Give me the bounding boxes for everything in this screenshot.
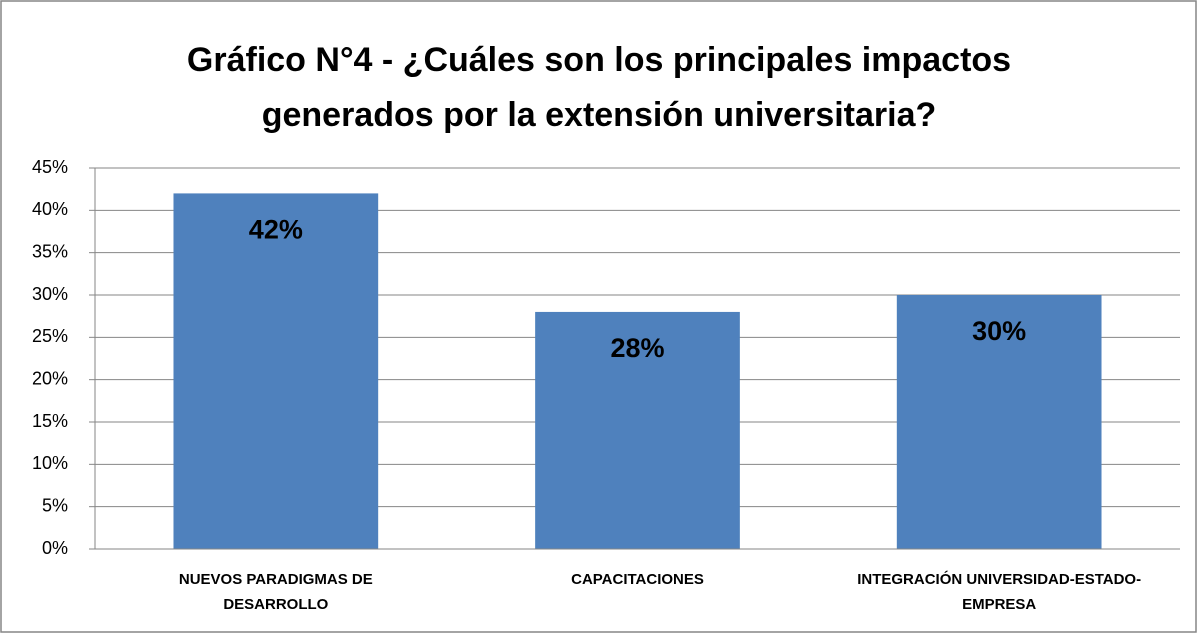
y-tick-label: 5%	[42, 495, 68, 515]
bar	[173, 193, 379, 549]
y-tick-label: 25%	[32, 326, 68, 346]
chart-title: Gráfico N°4 - ¿Cuáles son los principale…	[187, 41, 1011, 79]
y-tick-label: 10%	[32, 453, 68, 473]
data-label: 28%	[610, 333, 664, 363]
y-tick-label: 45%	[32, 157, 68, 177]
data-label: 30%	[972, 316, 1026, 346]
bar	[896, 295, 1102, 549]
y-tick-label: 35%	[32, 241, 68, 261]
bar	[535, 311, 740, 549]
chart-title: generados por la extensión universitaria…	[262, 96, 937, 134]
y-tick-label: 0%	[42, 538, 68, 558]
y-tick-label: 40%	[32, 199, 68, 219]
x-tick-label: NUEVOS PARADIGMAS DE DESARROLLO	[178, 571, 373, 613]
x-tick-label: CAPACITACIONES	[571, 571, 704, 588]
data-label: 42%	[249, 215, 303, 245]
y-tick-label: 30%	[32, 284, 68, 304]
y-tick-label: 20%	[32, 368, 68, 388]
x-tick-label: INTEGRACIÓN UNIVERSIDAD-ESTADO-EMPRESA	[857, 571, 1142, 613]
y-tick-label: 15%	[32, 411, 68, 431]
